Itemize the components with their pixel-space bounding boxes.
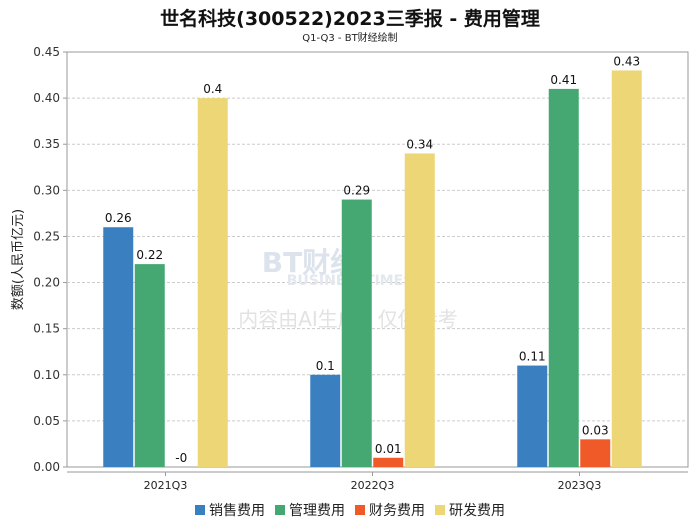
y-axis-label: 数额(人民币亿元): [11, 209, 26, 310]
y-tick-label: 0.25: [33, 229, 60, 243]
bar-财务费用: [373, 457, 404, 467]
data-label: 0.1: [316, 359, 335, 373]
legend-label: 管理费用: [289, 503, 345, 519]
legend-item[interactable]: 管理费用: [275, 500, 345, 520]
y-tick-label: 0.10: [33, 368, 60, 382]
data-label: 0.11: [519, 350, 546, 364]
data-label: -0: [175, 451, 187, 465]
y-tick-label: 0.40: [33, 91, 60, 105]
bar-销售费用: [517, 365, 548, 467]
data-label: 0.26: [105, 211, 132, 225]
legend: 销售费用 管理费用 财务费用 研发费用: [0, 500, 700, 520]
bar-研发费用: [404, 153, 435, 467]
legend-swatch: [275, 505, 285, 515]
bar-研发费用: [611, 70, 642, 467]
plot-frame: [66, 51, 689, 468]
legend-swatch: [435, 505, 445, 515]
legend-label: 销售费用: [209, 503, 265, 519]
legend-swatch: [355, 505, 365, 515]
x-tick-label: 2021Q3: [144, 479, 188, 492]
y-tick-label: 0.30: [33, 183, 60, 197]
data-label: 0.03: [582, 423, 609, 437]
chart-subtitle: Q1-Q3 - BT财经绘制: [302, 33, 398, 44]
legend-swatch: [195, 505, 205, 515]
data-label: 0.22: [136, 248, 163, 262]
legend-item[interactable]: 销售费用: [195, 500, 265, 520]
data-label: 0.41: [550, 73, 577, 87]
data-label: 0.01: [375, 442, 402, 456]
y-tick-label: 0.05: [33, 414, 60, 428]
bar-研发费用: [197, 98, 228, 467]
data-label: 0.4: [203, 82, 222, 96]
data-label: 0.29: [343, 184, 370, 198]
y-tick-label: 0.45: [33, 45, 60, 59]
y-tick-label: 0.00: [33, 460, 60, 474]
x-tick-label: 2023Q3: [558, 479, 602, 492]
bar-财务费用: [580, 439, 611, 467]
legend-label: 研发费用: [449, 503, 505, 519]
legend-item[interactable]: 研发费用: [435, 500, 505, 520]
data-label: 0.34: [406, 137, 433, 151]
bar-管理费用: [134, 264, 165, 467]
bar-销售费用: [310, 374, 341, 467]
bar-管理费用: [341, 199, 372, 468]
bar-销售费用: [103, 227, 134, 467]
x-tick-label: 2022Q3: [351, 479, 395, 492]
y-tick-label: 0.35: [33, 137, 60, 151]
y-tick-label: 0.20: [33, 276, 60, 290]
data-label: 0.43: [613, 54, 640, 68]
legend-item[interactable]: 财务费用: [355, 500, 425, 520]
legend-label: 财务费用: [369, 503, 425, 519]
bar-管理费用: [548, 88, 579, 467]
chart-title: 世名科技(300522)2023三季报 - 费用管理: [160, 8, 540, 30]
y-tick-label: 0.15: [33, 322, 60, 336]
